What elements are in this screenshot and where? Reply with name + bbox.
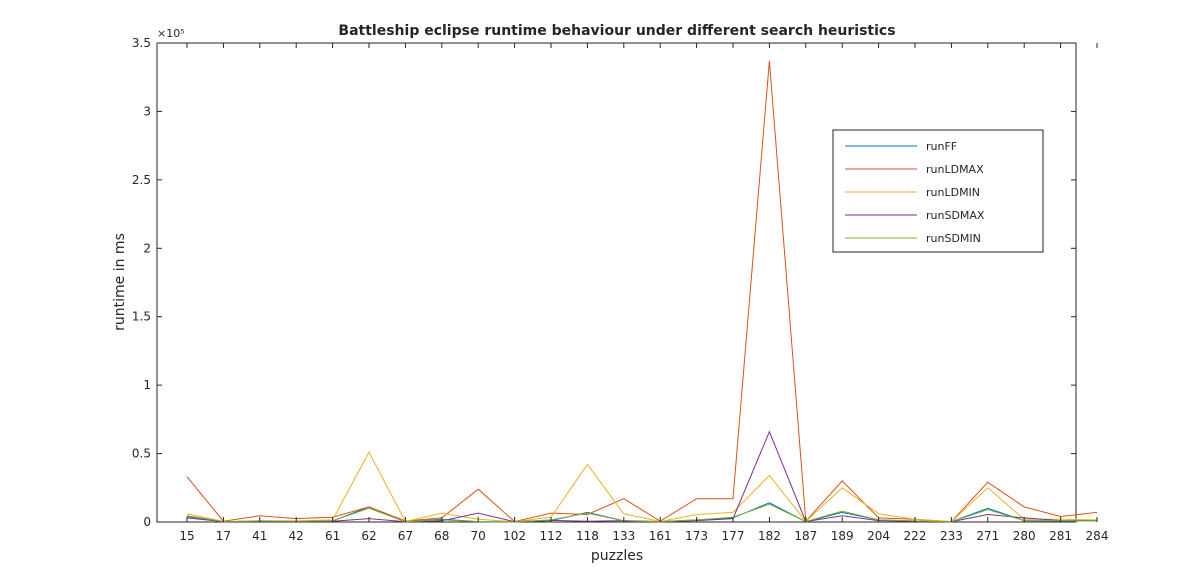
x-axis-ticks: 15 17 41 42 61 62 67 68 70 102 112 118 133 161 173 177 1… — [179, 43, 1108, 543]
x-tick-label: 187 — [794, 529, 817, 543]
legend: runFF runLDMAX runLDMIN runSDMAX runSDMIN — [832, 129, 1044, 253]
x-axis-label: puzzles — [591, 548, 643, 564]
y-axis-label: runtime in ms — [112, 233, 128, 331]
legend-label-runSDMIN: runSDMIN — [926, 232, 981, 245]
y-tick-label: 0 — [143, 515, 151, 529]
series-line-runSDMIN — [186, 503, 1098, 523]
x-tick-label: 67 — [398, 529, 413, 543]
legend-box — [832, 129, 1044, 253]
x-tick-label: 68 — [434, 529, 449, 543]
y-axis-exponent: ×10⁵ — [157, 27, 185, 40]
x-tick-label: 271 — [976, 529, 999, 543]
plot-area — [156, 42, 1077, 523]
x-tick-label: 112 — [540, 529, 563, 543]
x-tick-label: 222 — [904, 529, 927, 543]
x-tick-label: 233 — [940, 529, 963, 543]
y-tick-label: 2.5 — [132, 173, 151, 187]
x-tick-label: 280 — [1013, 529, 1036, 543]
x-tick-label: 17 — [216, 529, 231, 543]
x-tick-label: 70 — [471, 529, 486, 543]
y-tick-label: 1.5 — [132, 310, 151, 324]
x-tick-label: 204 — [867, 529, 890, 543]
x-tick-label: 133 — [612, 529, 635, 543]
x-tick-label: 41 — [252, 529, 267, 543]
series-lines — [186, 60, 1098, 523]
legend-label-runSDMAX: runSDMAX — [926, 209, 985, 222]
x-tick-label: 189 — [831, 529, 854, 543]
x-tick-label: 177 — [722, 529, 745, 543]
x-tick-label: 161 — [649, 529, 672, 543]
y-tick-label: 1 — [143, 378, 151, 392]
y-tick-label: 2 — [143, 241, 151, 255]
x-tick-label: 42 — [289, 529, 304, 543]
y-axis-ticks: 0 0.5 1 1.5 2 2.5 3 3.5 — [132, 36, 1076, 529]
x-tick-label: 281 — [1049, 529, 1072, 543]
x-tick-label: 182 — [758, 529, 781, 543]
y-tick-label: 3.5 — [132, 36, 151, 50]
chart-title: Battleship eclipse runtime behaviour und… — [338, 23, 895, 39]
x-tick-label: 284 — [1086, 529, 1109, 543]
x-tick-label: 118 — [576, 529, 599, 543]
legend-label-runFF: runFF — [926, 140, 957, 153]
legend-label-runLDMAX: runLDMAX — [926, 163, 984, 176]
x-tick-label: 15 — [179, 529, 194, 543]
legend-label-runLDMIN: runLDMIN — [926, 186, 980, 199]
x-tick-label: 173 — [685, 529, 708, 543]
x-tick-label: 102 — [503, 529, 526, 543]
x-tick-label: 62 — [361, 529, 376, 543]
y-tick-label: 0.5 — [132, 447, 151, 461]
y-tick-label: 3 — [143, 104, 151, 118]
x-tick-label: 61 — [325, 529, 340, 543]
